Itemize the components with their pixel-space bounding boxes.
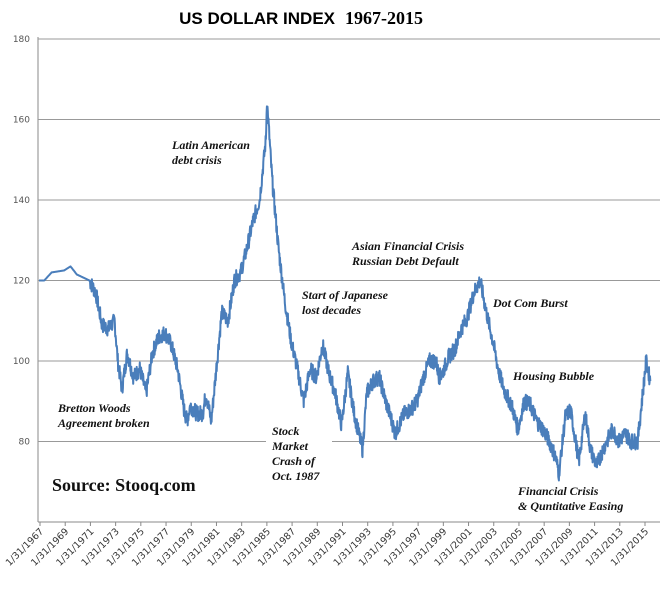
source-label: Source: Stooq.com	[52, 475, 196, 495]
annotation-text: Crash of	[272, 454, 316, 468]
chart-title: US DOLLAR INDEX	[179, 9, 336, 28]
annotation-text: debt crisis	[172, 153, 222, 167]
annotation-text: Start of Japanese	[302, 288, 389, 302]
annotation-text: Oct. 1987	[272, 469, 320, 483]
chart-title-years: 1967-2015	[345, 8, 423, 28]
annotation-text: Agreement broken	[57, 416, 150, 430]
annotation-background	[266, 421, 332, 485]
annotation-text: Stock	[272, 424, 299, 438]
y-tick-label: 140	[13, 196, 30, 206]
annotation-text: Financial Crisis	[517, 484, 599, 498]
y-tick-label: 160	[13, 116, 30, 126]
y-tick-label: 180	[13, 35, 30, 45]
annotation-text: Dot Com Burst	[492, 296, 568, 310]
annotation-text: Market	[271, 439, 309, 453]
y-tick-label: 100	[13, 357, 30, 367]
y-tick-label: 120	[13, 277, 30, 287]
annotation-text: Latin American	[171, 138, 250, 152]
annotation-text: lost decades	[302, 303, 361, 317]
annotation-text: Russian Debt Default	[351, 254, 459, 268]
y-tick-label: 80	[19, 438, 31, 448]
annotation-text: Housing Bubble	[512, 369, 595, 383]
series-line	[38, 105, 652, 482]
annotation-text: & Quntitative Easing	[518, 499, 623, 513]
annotation-text: Asian Financial Crisis	[351, 239, 464, 253]
annotation-text: Bretton Woods	[57, 401, 131, 415]
